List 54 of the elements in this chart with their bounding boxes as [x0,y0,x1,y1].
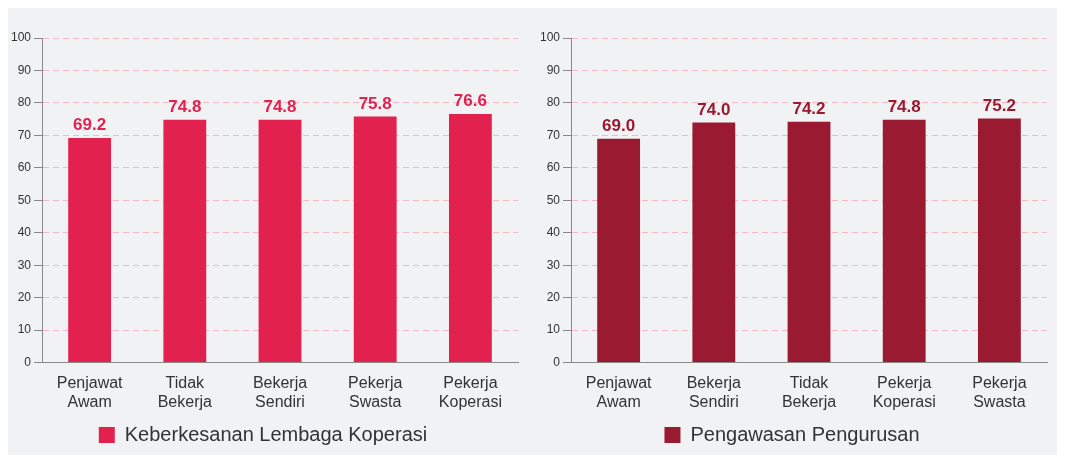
y-tick-label: 20 [546,289,561,304]
data-label: 74.8 [263,96,297,116]
x-tick-label: Pekerja Swasta [348,373,403,410]
legend-label: Pengawasan Pengurusan [690,422,920,445]
x-tick-label: Pekerja Koperasi [438,373,502,410]
x-tick-label: Penjawat Awam [585,373,653,410]
data-label: 74.8 [168,96,202,116]
y-tick-label: 60 [17,160,32,175]
bar [258,119,302,363]
bar [448,113,492,363]
y-tick-label: 40 [546,225,561,240]
x-tick-label: Penjawat Awam [56,373,124,410]
y-tick-label: 80 [17,95,32,110]
x-tick-label: Bekerja Sendiri [252,373,308,410]
x-tick-label: Tidak Bekerja [157,373,213,410]
y-tick-label: 70 [546,127,561,142]
y-tick-label: 90 [17,62,32,77]
data-label: 74.0 [697,99,731,119]
bar [597,138,641,363]
x-tick-label: Pekerja Swasta [972,373,1027,410]
bar [692,122,736,363]
data-label: 69.0 [602,115,636,135]
y-tick-label: 20 [17,289,32,304]
y-tick-label: 0 [24,354,32,369]
y-tick-label: 40 [17,225,32,240]
legend-label: Keberkesanan Lembaga Koperasi [124,422,428,445]
y-tick-label: 70 [17,127,32,142]
bar [882,119,926,363]
data-label: 74.8 [887,96,921,116]
y-tick-label: 10 [17,322,32,337]
bar [787,121,831,363]
y-tick-label: 30 [546,257,561,272]
y-tick-label: 100 [10,30,32,45]
data-label: 76.6 [453,91,487,111]
y-tick-label: 50 [546,192,561,207]
y-tick-label: 50 [17,192,32,207]
y-tick-label: 30 [17,257,32,272]
x-tick-label: Bekerja Sendiri [686,373,742,410]
y-tick-label: 90 [546,62,561,77]
bar [977,118,1021,363]
x-tick-label: Tidak Bekerja [781,373,837,410]
data-label: 75.8 [358,93,392,113]
data-label: 74.2 [792,98,826,118]
x-tick-label: Pekerja Koperasi [872,373,936,410]
bar [163,119,207,363]
data-label: 69.2 [73,115,107,135]
y-tick-label: 80 [546,95,561,110]
bar [353,116,397,363]
bar [68,137,112,363]
y-tick-label: 100 [539,30,561,45]
y-tick-label: 10 [546,322,561,337]
y-tick-label: 60 [546,160,561,175]
y-tick-label: 0 [553,354,561,369]
data-label: 75.2 [982,95,1016,115]
